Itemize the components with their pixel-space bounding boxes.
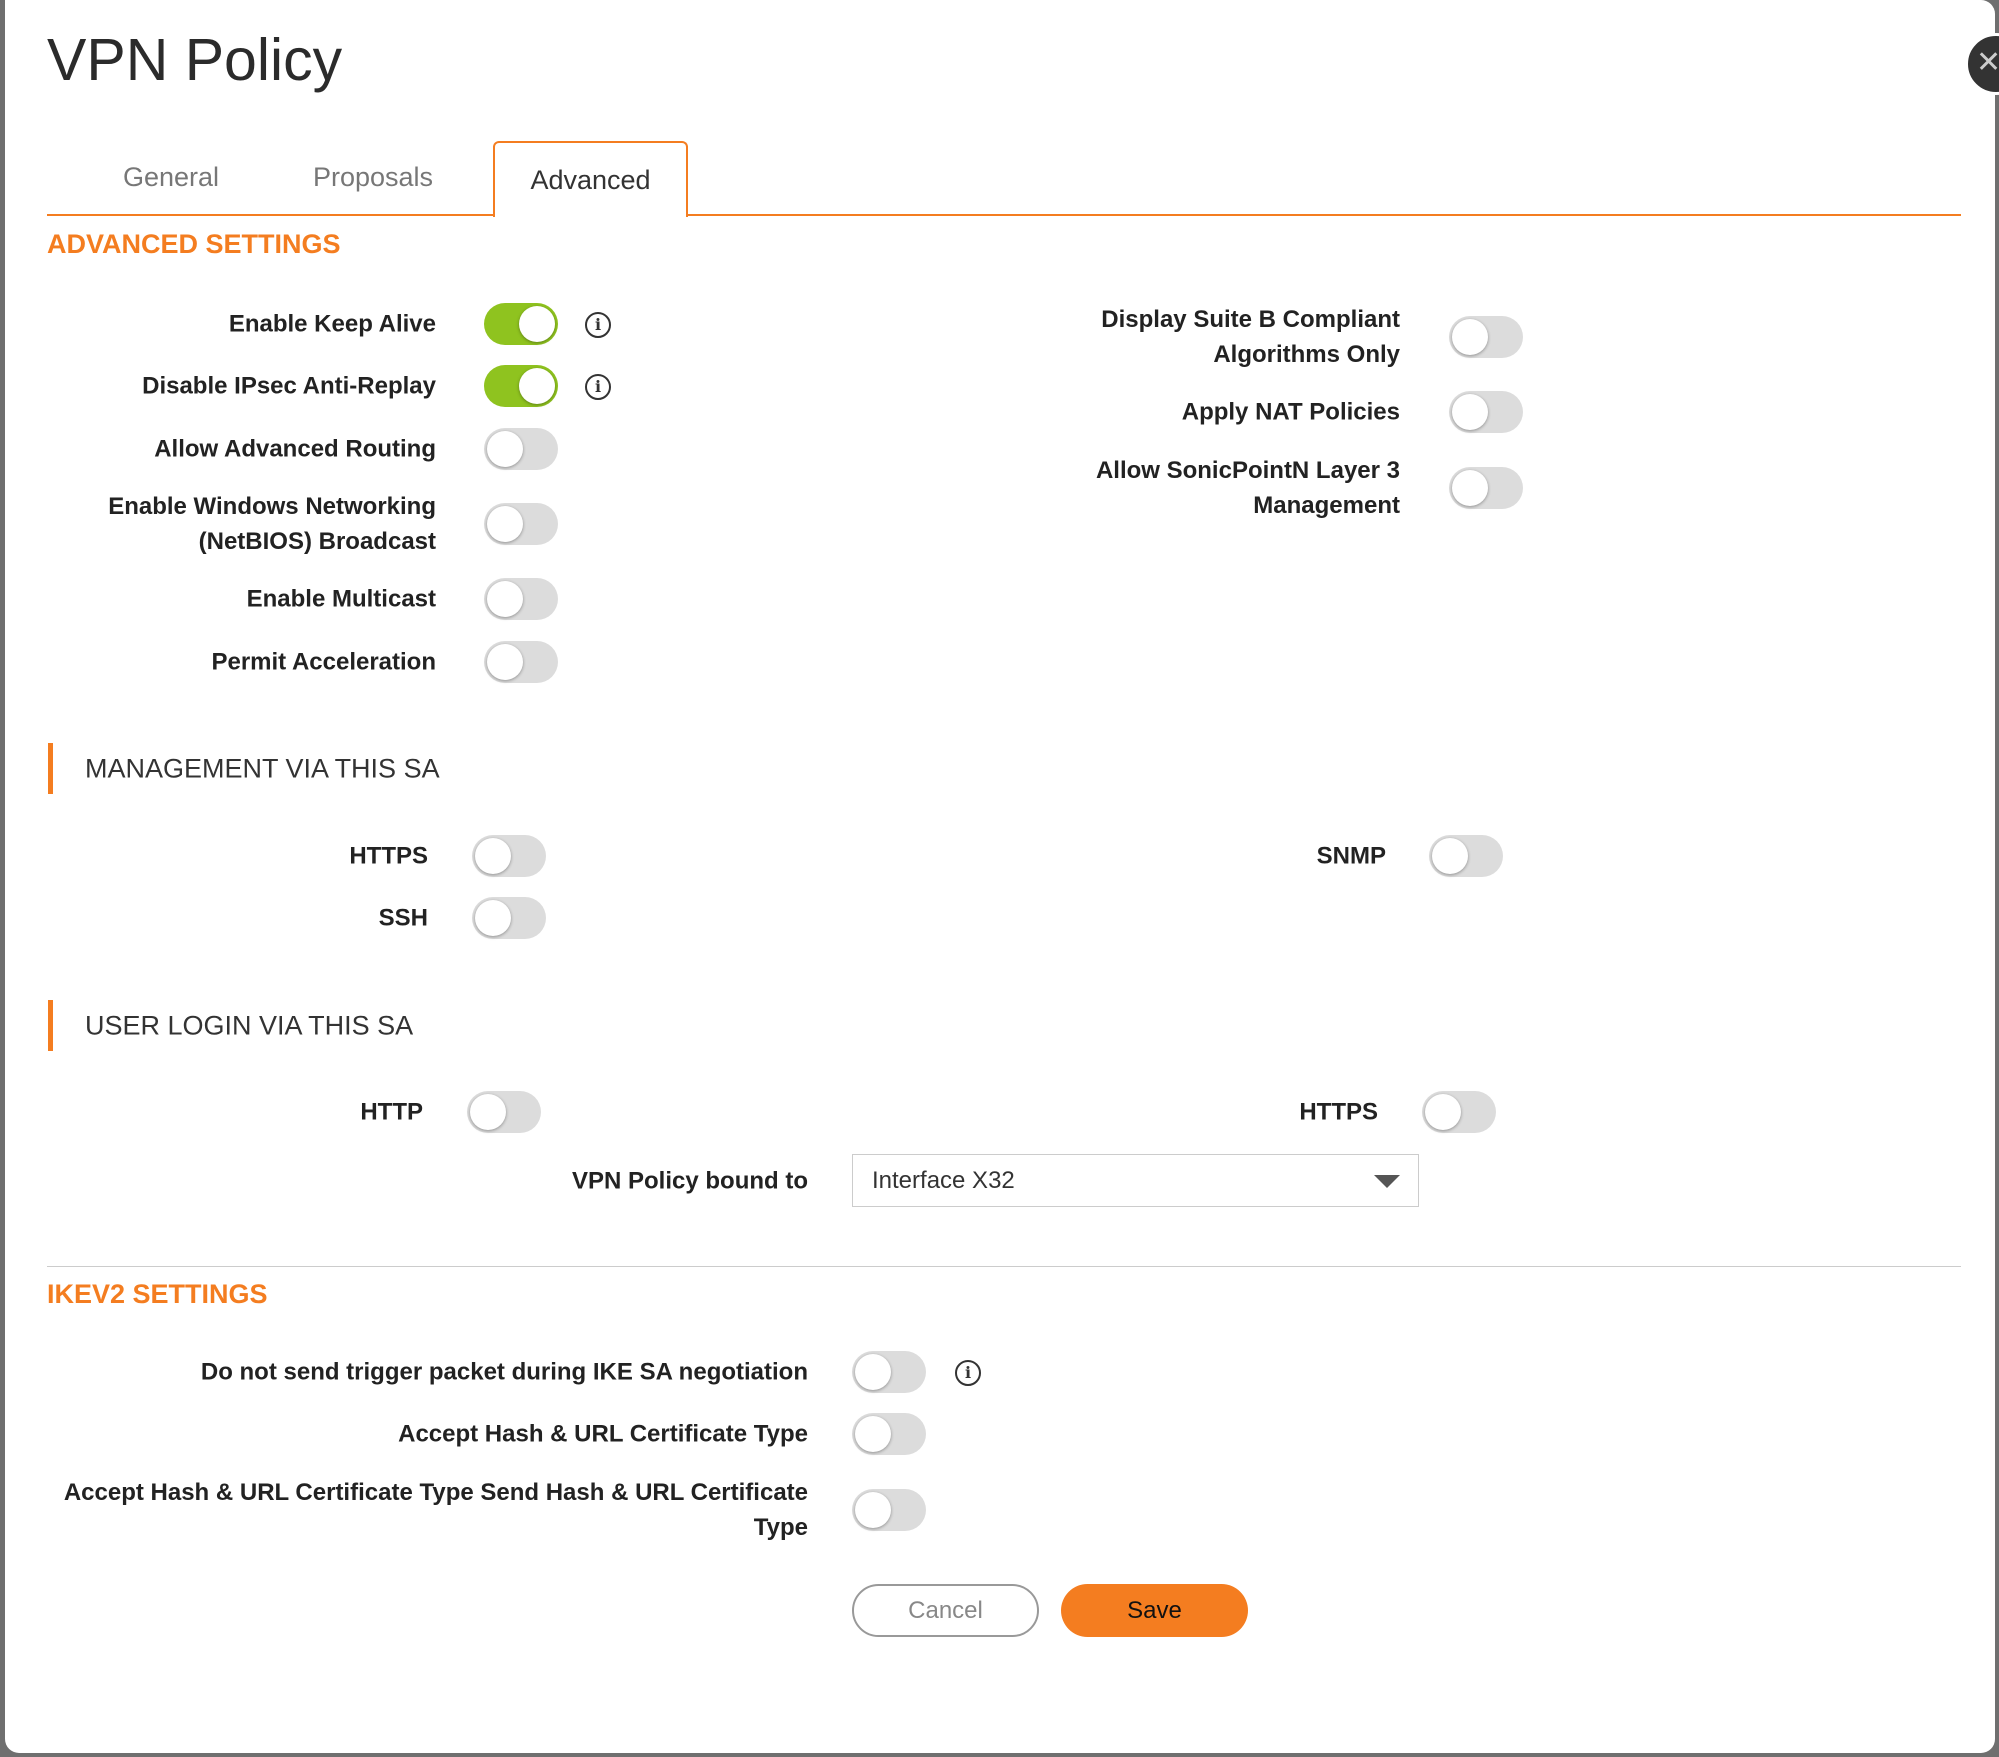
label-line: Management	[1253, 492, 1400, 519]
permit-acceleration-label: Permit Acceleration	[211, 648, 436, 676]
section-accent-bar	[48, 1000, 53, 1051]
management-heading: MANAGEMENT VIA THIS SA	[85, 753, 440, 784]
mgmt-https-toggle[interactable]	[472, 835, 546, 877]
sonicpoint-layer3-label: Allow SonicPointN Layer 3 Management	[1096, 453, 1400, 523]
mgmt-ssh-label: SSH	[378, 904, 428, 932]
vpn-policy-dialog: VPN Policy General Proposals Advanced AD…	[5, 0, 1995, 1753]
no-trigger-packet-toggle[interactable]	[852, 1351, 926, 1393]
tab-general[interactable]: General	[122, 162, 220, 192]
accept-hash-url-label: Accept Hash & URL Certificate Type	[398, 1420, 808, 1448]
no-trigger-packet-label: Do not send trigger packet during IKE SA…	[200, 1358, 808, 1386]
user-login-heading: USER LOGIN VIA THIS SA	[85, 1010, 414, 1041]
advanced-settings-heading: ADVANCED SETTINGS	[47, 229, 341, 259]
send-hash-url-label: Accept Hash & URL Certificate Type Send …	[64, 1475, 808, 1545]
login-http-label: HTTP	[360, 1098, 423, 1126]
bound-to-label: VPN Policy bound to	[571, 1167, 808, 1195]
enable-multicast-label: Enable Multicast	[246, 585, 436, 613]
netbios-broadcast-toggle[interactable]	[484, 503, 558, 545]
mgmt-ssh-toggle[interactable]	[472, 897, 546, 939]
label-line: (NetBIOS) Broadcast	[198, 528, 436, 555]
disable-anti-replay-label: Disable IPsec Anti-Replay	[142, 372, 436, 400]
allow-advanced-routing-label: Allow Advanced Routing	[154, 435, 436, 463]
ikev2-settings-heading: IKEV2 SETTINGS	[47, 1279, 268, 1309]
disable-anti-replay-toggle[interactable]	[484, 365, 558, 407]
login-http-toggle[interactable]	[467, 1091, 541, 1133]
info-icon[interactable]: i	[585, 312, 611, 338]
section-accent-bar	[48, 743, 53, 794]
netbios-broadcast-label: Enable Windows Networking (NetBIOS) Broad…	[108, 489, 436, 559]
login-https-toggle[interactable]	[1422, 1091, 1496, 1133]
cancel-button[interactable]: Cancel	[852, 1584, 1039, 1637]
allow-advanced-routing-toggle[interactable]	[484, 428, 558, 470]
tab-advanced[interactable]: Advanced	[493, 141, 688, 217]
info-icon[interactable]: i	[955, 1360, 981, 1386]
label-line: Type	[753, 1514, 808, 1541]
enable-keep-alive-toggle[interactable]	[484, 303, 558, 345]
login-https-label: HTTPS	[1299, 1098, 1378, 1126]
label-line: Algorithms Only	[1213, 341, 1400, 368]
apply-nat-policies-label: Apply NAT Policies	[1181, 398, 1400, 426]
sonicpoint-layer3-toggle[interactable]	[1449, 467, 1523, 509]
info-icon[interactable]: i	[585, 374, 611, 400]
enable-keep-alive-label: Enable Keep Alive	[228, 310, 436, 338]
mgmt-https-label: HTTPS	[349, 842, 428, 870]
label-line: Display Suite B Compliant	[1101, 306, 1400, 333]
suite-b-label: Display Suite B Compliant Algorithms Only	[1101, 302, 1400, 372]
bound-to-select[interactable]: Interface X32	[852, 1154, 1419, 1207]
label-line: Enable Windows Networking	[108, 493, 436, 520]
tab-proposals[interactable]: Proposals	[312, 162, 434, 192]
suite-b-toggle[interactable]	[1449, 316, 1523, 358]
apply-nat-policies-toggle[interactable]	[1449, 391, 1523, 433]
section-divider	[47, 1266, 1961, 1267]
bound-to-value: Interface X32	[872, 1166, 1015, 1194]
mgmt-snmp-label: SNMP	[1316, 842, 1386, 870]
chevron-down-icon	[1374, 1175, 1400, 1188]
accept-hash-url-toggle[interactable]	[852, 1413, 926, 1455]
enable-multicast-toggle[interactable]	[484, 578, 558, 620]
permit-acceleration-toggle[interactable]	[484, 641, 558, 683]
dialog-title: VPN Policy	[47, 27, 343, 93]
save-button[interactable]: Save	[1061, 1584, 1248, 1637]
tab-underline	[47, 214, 1961, 216]
label-line: Accept Hash & URL Certificate Type Send …	[63, 1479, 808, 1506]
mgmt-snmp-toggle[interactable]	[1429, 835, 1503, 877]
label-line: Allow SonicPointN Layer 3	[1095, 457, 1400, 484]
send-hash-url-toggle[interactable]	[852, 1489, 926, 1531]
